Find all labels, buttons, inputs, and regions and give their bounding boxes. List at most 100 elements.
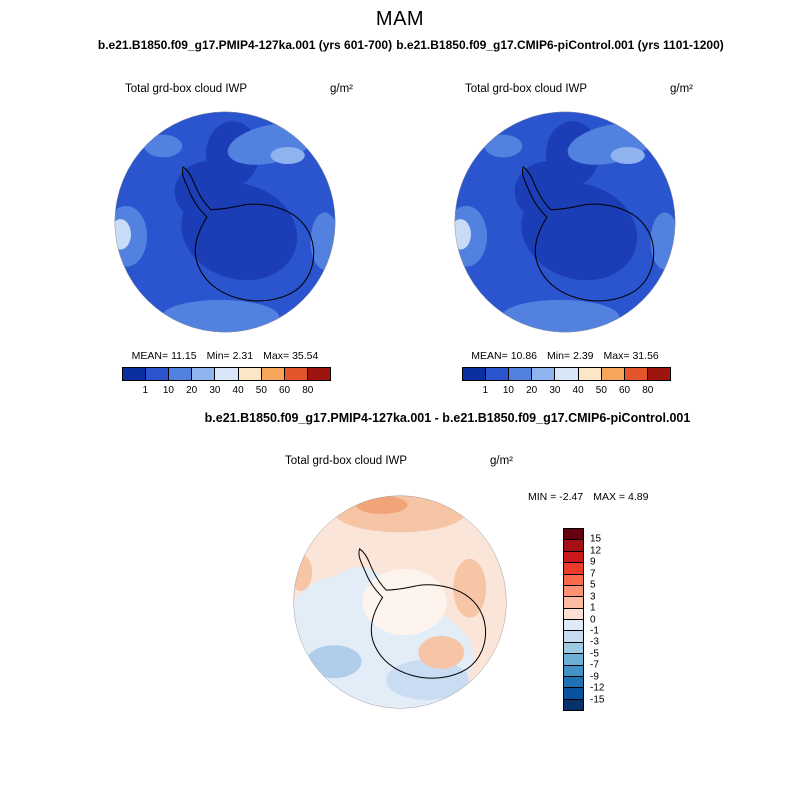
contour-fill-warm-strong: [355, 495, 408, 514]
map-pmip4: [114, 111, 336, 333]
colorbar-segment: [509, 368, 533, 380]
colorbar-left: [122, 367, 331, 381]
colorbar-segment: [261, 368, 285, 380]
colorbar-tick-label: 10: [502, 385, 514, 396]
panel-title-pmip4: b.e21.B1850.f09_g17.PMIP4-127ka.001 (yrs…: [97, 38, 393, 52]
max-value: 4.89: [628, 491, 649, 503]
units-left: g/m²: [330, 83, 353, 95]
colorbar-diff: [563, 528, 584, 711]
colorbar-segment: [169, 368, 193, 380]
mean-label: MEAN=: [131, 350, 169, 362]
colorbar-tick-label: 1: [482, 385, 488, 396]
contour-fill-lightest: [114, 219, 131, 250]
stats-right: MEAN= 10.86 Min= 2.39 Max= 31.56: [340, 350, 790, 362]
min-value: 2.39: [573, 350, 594, 362]
colorbar-left-ticks: 1 10 20 30 40 50 60 80: [122, 385, 331, 397]
contour-fill-light: [484, 134, 523, 158]
contour-fill-lighter: [270, 146, 305, 165]
contour-fill-neutral: [362, 569, 447, 635]
contour-fill-warm: [293, 554, 312, 591]
colorbar-tick-label: 60: [618, 385, 631, 396]
colorbar-segment: [564, 665, 583, 677]
contour-fill-cool-strong: [306, 645, 362, 679]
colorbar-tick-label: -15: [590, 694, 605, 706]
colorbar-tick-label: 80: [302, 385, 314, 396]
contour-fill-warm: [453, 558, 487, 618]
colorbar-segment: [601, 368, 625, 380]
colorbar-diff-ticks: 15 12 9 7 5 3 1 0 -1 -3 -5 -7 -9 -12 -15: [590, 528, 622, 711]
min-value: 2.31: [232, 350, 254, 362]
contour-fill-lighter: [610, 146, 645, 165]
contour-fill-light: [650, 212, 676, 270]
colorbar-tick-label: 12: [590, 545, 602, 557]
colorbar-tick-label: -12: [590, 682, 605, 694]
colorbar-segment: [624, 368, 648, 380]
colorbar-segment: [238, 368, 262, 380]
colorbar-tick-label: -7: [590, 659, 599, 671]
colorbar-segment: [192, 368, 216, 380]
colorbar-segment: [564, 608, 583, 620]
colorbar-segment: [564, 699, 583, 710]
colorbar-tick-label: 60: [278, 385, 291, 396]
colorbar-tick-label: 80: [642, 385, 654, 396]
colorbar-segment: [564, 529, 583, 541]
colorbar-tick-label: 50: [595, 385, 607, 396]
figure-title: MAM: [375, 8, 425, 30]
colorbar-segment: [564, 563, 583, 575]
max-label: Max=: [603, 350, 630, 362]
map-rim: [293, 495, 507, 709]
colorbar-tick-label: 10: [162, 385, 174, 396]
colorbar-tick-label: 5: [590, 579, 596, 591]
colorbar-segment: [564, 597, 583, 609]
colorbar-tick-label: 30: [549, 385, 561, 396]
map-rim: [114, 111, 336, 333]
antarctica-coastline: [181, 166, 315, 302]
colorbar-tick-label: 1: [142, 385, 148, 396]
colorbar-segment: [564, 574, 583, 586]
colorbar-right-ticks: 1 10 20 30 40 50 60 80: [462, 385, 671, 397]
contour-fill-cool-mid: [386, 659, 469, 701]
units-diff: g/m²: [490, 455, 513, 467]
diff-panel-title: b.e21.B1850.f09_g17.PMIP4-127ka.001 - b.…: [204, 411, 691, 425]
mean-value: 11.15: [171, 350, 197, 362]
colorbar-segment: [564, 585, 583, 598]
colorbar-segment: [647, 368, 670, 380]
colorbar-right: [462, 367, 671, 381]
contour-fill-light: [161, 299, 280, 333]
min-value: -2.47: [559, 491, 584, 503]
contour-fill-light: [501, 299, 620, 333]
colorbar-segment: [564, 676, 583, 689]
contour-fill-warm: [418, 635, 465, 669]
colorbar-segment: [578, 368, 602, 380]
colorbar-segment: [463, 368, 487, 380]
mean-label: MEAN=: [471, 350, 508, 362]
max-value: 35.54: [292, 350, 319, 362]
map-picontrol: [454, 111, 676, 333]
contour-fill-lightest: [454, 219, 471, 250]
colorbar-tick-label: 40: [572, 385, 584, 396]
colorbar-segment: [564, 540, 583, 552]
colorbar-tick-label: 7: [590, 568, 596, 580]
colorbar-tick-label: -1: [590, 625, 599, 637]
units-right: g/m²: [670, 83, 693, 95]
max-label: Max=: [263, 350, 290, 362]
colorbar-tick-label: 50: [255, 385, 267, 396]
field-label-right: Total grd-box cloud IWP: [465, 83, 588, 95]
map-difference: [293, 495, 507, 709]
field-label-diff: Total grd-box cloud IWP: [285, 455, 408, 467]
diff-stats: MIN = -2.47 MAX = 4.89: [528, 491, 648, 503]
colorbar-tick-label: 15: [590, 533, 602, 545]
colorbar-tick-label: 0: [590, 614, 596, 625]
colorbar-tick-label: 9: [590, 556, 596, 568]
min-label: MIN =: [528, 491, 557, 503]
min-label: Min=: [547, 350, 571, 362]
max-value: 31.56: [632, 350, 659, 362]
contour-fill-warm: [334, 495, 466, 533]
colorbar-segment: [532, 368, 556, 380]
min-label: Min=: [206, 350, 230, 362]
stats-left: MEAN= 11.15 Min= 2.31 Max= 35.54: [0, 350, 450, 362]
colorbar-tick-label: 20: [526, 385, 538, 396]
colorbar-segment: [146, 368, 170, 380]
colorbar-segment: [284, 368, 308, 380]
